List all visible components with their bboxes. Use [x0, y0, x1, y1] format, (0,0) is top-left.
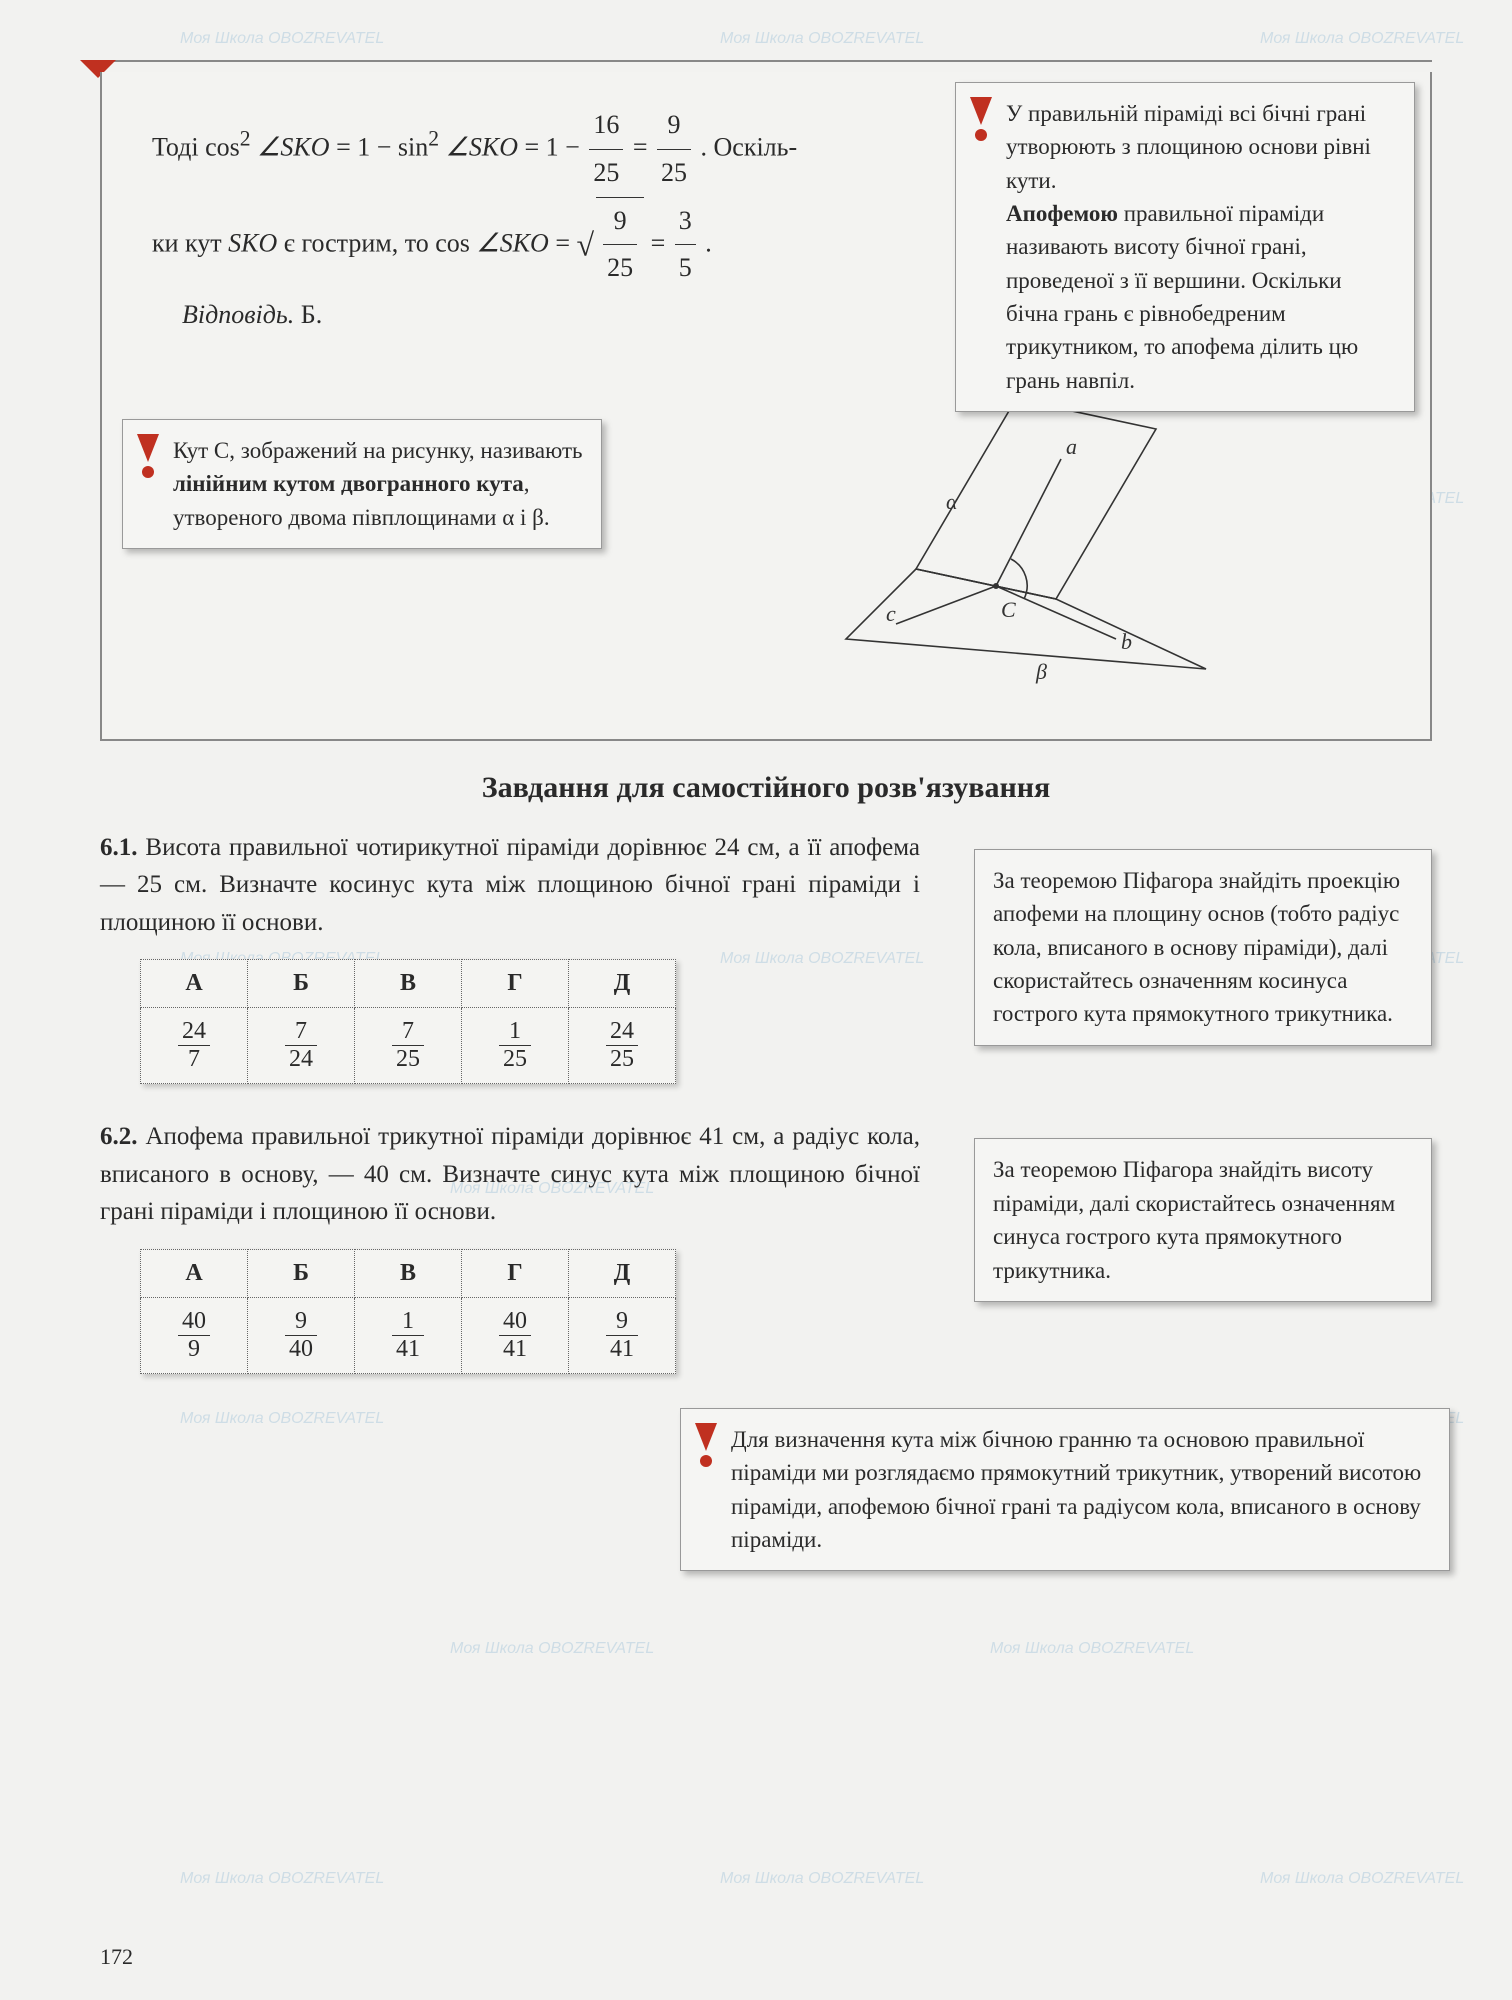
label-alpha: α: [946, 489, 958, 514]
answer-header: Б: [248, 1249, 355, 1297]
text: Тоді cos: [152, 132, 240, 161]
exclamation-icon: [135, 434, 161, 478]
answer-header: В: [355, 960, 462, 1008]
label-beta: β: [1035, 659, 1047, 684]
answer-header: Д: [569, 1249, 676, 1297]
section-title: Завдання для самостійного розв'язування: [100, 771, 1432, 805]
answer-cell: 125: [462, 1008, 569, 1084]
answer-cell: 247: [141, 1008, 248, 1084]
answer-table: АБВГД 2477247251252425: [140, 959, 676, 1084]
answer-cell: 941: [569, 1297, 676, 1373]
dihedral-diagram: a b c C α β: [602, 369, 1410, 699]
answer-header: В: [355, 1249, 462, 1297]
solution-box: У правильній піраміді всі бічні грані ут…: [100, 72, 1432, 741]
label-b: b: [1121, 629, 1132, 654]
watermark: Моя Школа OBOZREVATEL: [990, 1640, 1194, 1658]
answer-header: Б: [248, 960, 355, 1008]
answer-header: Д: [569, 960, 676, 1008]
answer-cell: 2425: [569, 1008, 676, 1084]
answer-cell: 4041: [462, 1297, 569, 1373]
task-hint: За теоремою Піфагора знайдіть проекцію а…: [974, 849, 1432, 1046]
label-C: C: [1001, 597, 1016, 622]
answer-header: Г: [462, 960, 569, 1008]
answer-cell: 409: [141, 1297, 248, 1373]
task-hint: За теоремою Піфагора знайдіть висоту пір…: [974, 1138, 1432, 1301]
bottom-note: Для визначення кута між бічною гранню та…: [680, 1408, 1450, 1571]
watermark: Моя Школа OBOZREVATEL: [720, 30, 924, 48]
task-text: 6.1. Висота правильної чотирикутної піра…: [100, 829, 920, 942]
label-c: c: [886, 601, 896, 626]
answer-header: Г: [462, 1249, 569, 1297]
page: Моя Школа OBOZREVATEL Моя Школа OBOZREVAT…: [0, 0, 1512, 2000]
answer-header: А: [141, 960, 248, 1008]
watermark: Моя Школа OBOZREVATEL: [1260, 1870, 1464, 1888]
left-note: Кут C, зображений на рисунку, називають …: [122, 419, 602, 549]
watermark: Моя Школа OBOZREVATEL: [720, 1870, 924, 1888]
answer-cell: 724: [248, 1008, 355, 1084]
watermark: Моя Школа OBOZREVATEL: [180, 30, 384, 48]
page-number: 172: [100, 1944, 133, 1970]
task-text: 6.2. Апофема правильної трикутної пірамі…: [100, 1118, 920, 1231]
answer-table: АБВГД 4099401414041941: [140, 1249, 676, 1374]
right-note: У правильній піраміді всі бічні грані ут…: [955, 82, 1415, 412]
watermark: Моя Школа OBOZREVATEL: [180, 1410, 384, 1428]
math-block: Тоді cos2 ∠SKO = 1 − sin2 ∠SKO = 1 − 162…: [102, 92, 1052, 349]
top-rule: [100, 60, 1432, 62]
exclamation-icon: [693, 1423, 719, 1467]
watermark: Моя Школа OBOZREVATEL: [180, 1870, 384, 1888]
task: 6.1. Висота правильної чотирикутної піра…: [100, 829, 1432, 1085]
watermark: Моя Школа OBOZREVATEL: [450, 1640, 654, 1658]
answer-cell: 940: [248, 1297, 355, 1373]
watermark: Моя Школа OBOZREVATEL: [1260, 30, 1464, 48]
answer-cell: 141: [355, 1297, 462, 1373]
task: 6.2. Апофема правильної трикутної пірамі…: [100, 1118, 1432, 1374]
answer-cell: 725: [355, 1008, 462, 1084]
label-a: a: [1066, 434, 1077, 459]
answer-header: А: [141, 1249, 248, 1297]
exclamation-icon: [968, 97, 994, 141]
